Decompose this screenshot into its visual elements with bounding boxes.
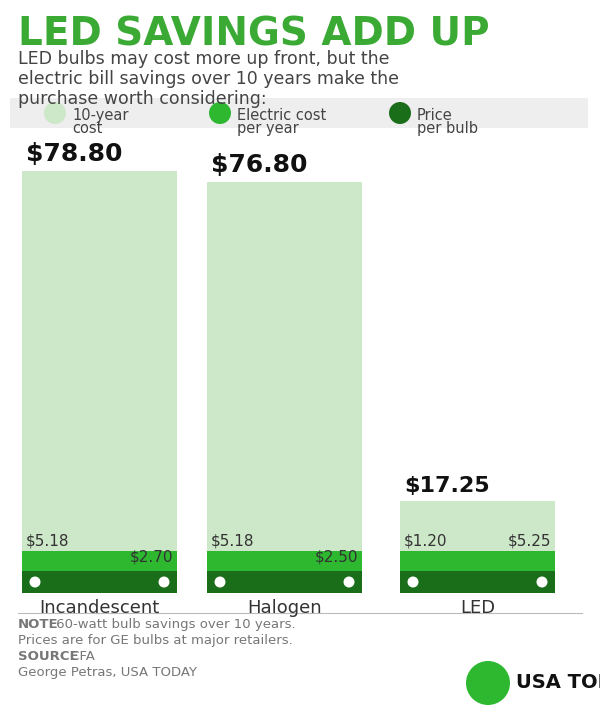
Text: LED SAVINGS ADD UP: LED SAVINGS ADD UP — [18, 16, 490, 54]
Text: LED bulbs may cost more up front, but the: LED bulbs may cost more up front, but th… — [18, 50, 389, 68]
Circle shape — [209, 102, 231, 124]
Text: $17.25: $17.25 — [404, 475, 490, 496]
Text: $1.20: $1.20 — [404, 534, 448, 549]
Text: George Petras, USA TODAY: George Petras, USA TODAY — [18, 666, 197, 679]
Text: Incandescent: Incandescent — [40, 599, 160, 617]
Bar — [207, 571, 362, 593]
Text: per year: per year — [237, 121, 299, 136]
Text: CFA: CFA — [66, 650, 95, 663]
Bar — [400, 571, 555, 593]
Bar — [22, 551, 177, 571]
Text: Electric cost: Electric cost — [237, 108, 326, 123]
Text: Prices are for GE bulbs at major retailers.: Prices are for GE bulbs at major retaile… — [18, 634, 293, 647]
Bar — [400, 501, 555, 593]
Circle shape — [536, 577, 548, 587]
Text: $5.25: $5.25 — [508, 534, 551, 549]
Text: electric bill savings over 10 years make the: electric bill savings over 10 years make… — [18, 70, 399, 88]
Text: $5.18: $5.18 — [26, 534, 70, 549]
Bar — [207, 551, 362, 571]
Text: Halogen: Halogen — [247, 599, 322, 617]
Circle shape — [158, 577, 170, 587]
Bar — [207, 182, 362, 593]
Text: cost: cost — [72, 121, 103, 136]
Circle shape — [466, 661, 510, 705]
Bar — [400, 551, 555, 571]
Text: 10-year: 10-year — [72, 108, 128, 123]
Text: $78.80: $78.80 — [26, 142, 122, 166]
Bar — [22, 571, 177, 593]
Bar — [10, 98, 588, 128]
Circle shape — [215, 577, 226, 587]
Text: $2.70: $2.70 — [130, 550, 173, 565]
Circle shape — [343, 577, 355, 587]
Text: Price: Price — [417, 108, 453, 123]
Text: $5.18: $5.18 — [211, 534, 254, 549]
Text: per bulb: per bulb — [417, 121, 478, 136]
Text: purchase worth considering:: purchase worth considering: — [18, 90, 266, 108]
Text: $2.50: $2.50 — [314, 550, 358, 565]
Text: SOURCE: SOURCE — [18, 650, 79, 663]
Circle shape — [389, 102, 411, 124]
Text: USA TODAY: USA TODAY — [516, 673, 600, 692]
Circle shape — [44, 102, 66, 124]
Text: $76.80: $76.80 — [211, 153, 308, 177]
Text: LED: LED — [460, 599, 495, 617]
Circle shape — [407, 577, 419, 587]
Text: 60-watt bulb savings over 10 years.: 60-watt bulb savings over 10 years. — [52, 618, 296, 631]
Circle shape — [29, 577, 41, 587]
Bar — [22, 171, 177, 593]
Text: NOTE: NOTE — [18, 618, 59, 631]
